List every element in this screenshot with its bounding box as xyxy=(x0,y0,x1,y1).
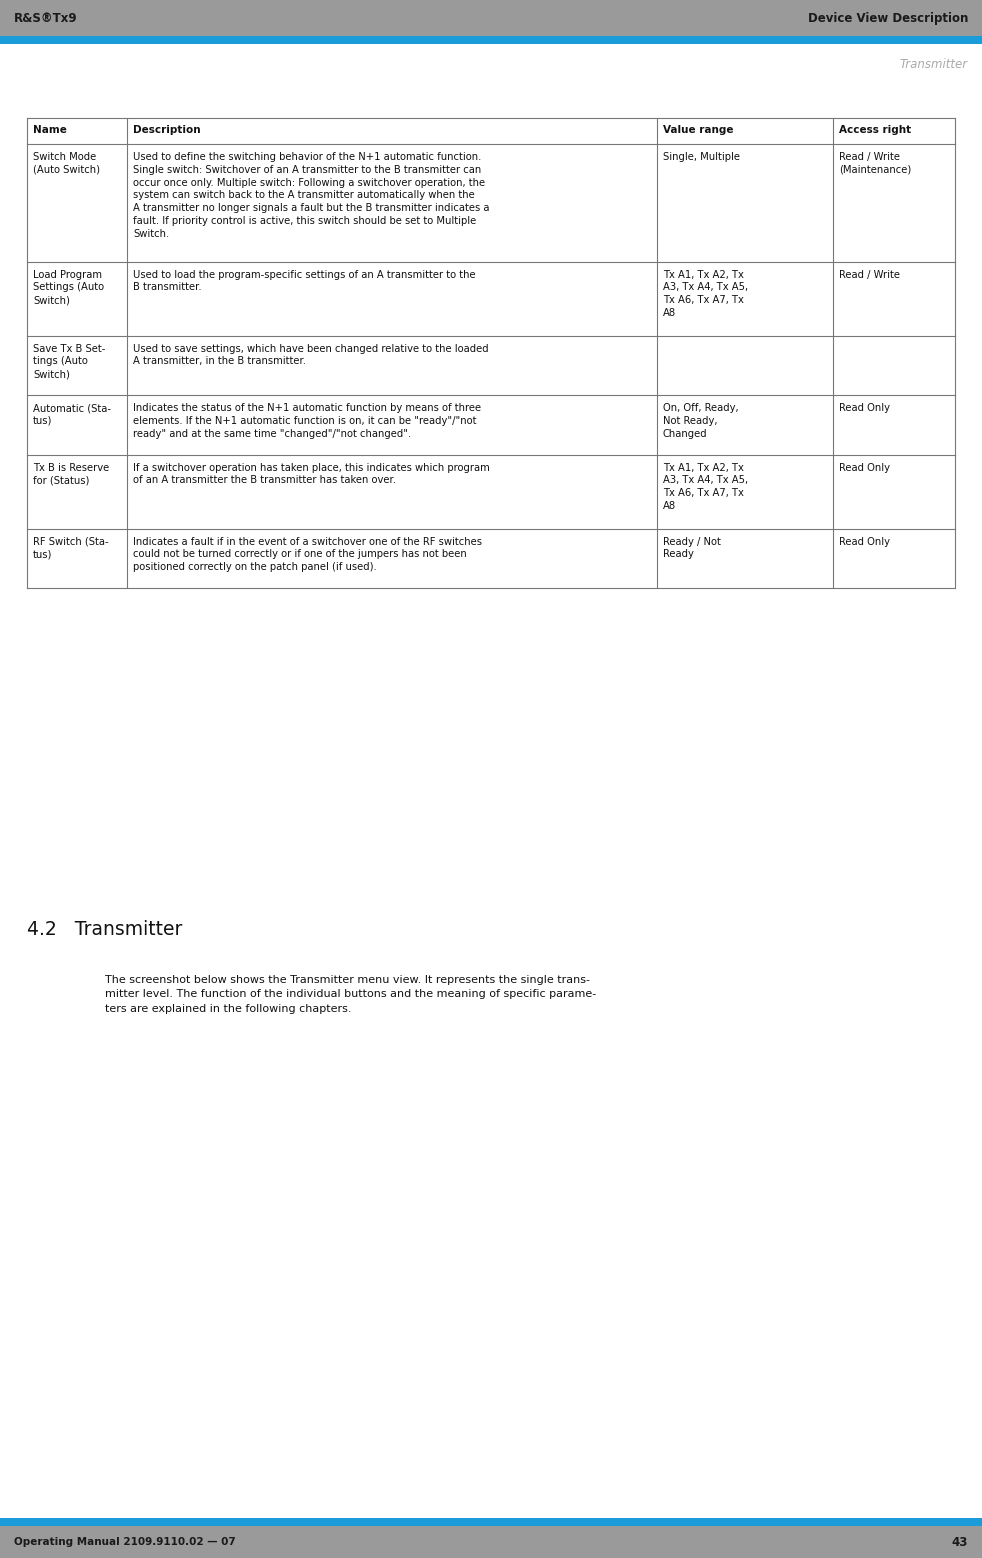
Text: Name: Name xyxy=(33,125,67,136)
Text: R&S®Tx9: R&S®Tx9 xyxy=(14,11,78,25)
Text: Read / Write: Read / Write xyxy=(839,270,900,279)
Text: Indicates the status of the N+1 automatic function by means of three
elements. I: Indicates the status of the N+1 automati… xyxy=(133,404,481,439)
Bar xyxy=(0,1525,982,1558)
Text: Tx B is Reserve
for (Status): Tx B is Reserve for (Status) xyxy=(33,463,109,485)
Text: Switch Mode
(Auto Switch): Switch Mode (Auto Switch) xyxy=(33,153,100,174)
Text: RF Switch (Sta-
tus): RF Switch (Sta- tus) xyxy=(33,536,109,559)
Text: If a switchover operation has taken place, this indicates which program
of an A : If a switchover operation has taken plac… xyxy=(133,463,490,485)
Text: Indicates a fault if in the event of a switchover one of the RF switches
could n: Indicates a fault if in the event of a s… xyxy=(133,536,482,572)
Text: Value range: Value range xyxy=(663,125,734,136)
Text: Used to save settings, which have been changed relative to the loaded
A transmit: Used to save settings, which have been c… xyxy=(133,343,489,366)
Text: Read Only: Read Only xyxy=(839,463,890,472)
Text: Access right: Access right xyxy=(839,125,911,136)
Text: Read / Write
(Maintenance): Read / Write (Maintenance) xyxy=(839,153,911,174)
Text: Used to load the program‑specific settings of an A transmitter to the
B transmit: Used to load the program‑specific settin… xyxy=(133,270,475,293)
Text: Used to define the switching behavior of the N+1 automatic function.
Single swit: Used to define the switching behavior of… xyxy=(133,153,489,238)
Text: Transmitter: Transmitter xyxy=(900,58,968,72)
Text: Tx A1, Tx A2, Tx
A3, Tx A4, Tx A5,
Tx A6, Tx A7, Tx
A8: Tx A1, Tx A2, Tx A3, Tx A4, Tx A5, Tx A6… xyxy=(663,270,748,318)
Text: Single, Multiple: Single, Multiple xyxy=(663,153,740,162)
Text: The screenshot below shows the Transmitter menu view. It represents the single t: The screenshot below shows the Transmitt… xyxy=(105,975,596,1014)
Bar xyxy=(0,36,982,44)
Text: Read Only: Read Only xyxy=(839,536,890,547)
Text: Ready / Not
Ready: Ready / Not Ready xyxy=(663,536,721,559)
Text: Description: Description xyxy=(133,125,200,136)
Text: On, Off, Ready,
Not Ready,
Changed: On, Off, Ready, Not Ready, Changed xyxy=(663,404,738,439)
Text: Save Tx B Set-
tings (Auto
Switch): Save Tx B Set- tings (Auto Switch) xyxy=(33,343,105,379)
Text: Read Only: Read Only xyxy=(839,404,890,413)
Text: Load Program
Settings (Auto
Switch): Load Program Settings (Auto Switch) xyxy=(33,270,104,305)
Text: Automatic (Sta-
tus): Automatic (Sta- tus) xyxy=(33,404,111,425)
Text: 4.2   Transmitter: 4.2 Transmitter xyxy=(27,921,183,939)
Bar xyxy=(0,1517,982,1525)
Bar xyxy=(0,0,982,36)
Text: Tx A1, Tx A2, Tx
A3, Tx A4, Tx A5,
Tx A6, Tx A7, Tx
A8: Tx A1, Tx A2, Tx A3, Tx A4, Tx A5, Tx A6… xyxy=(663,463,748,511)
Text: Operating Manual 2109.9110.02 — 07: Operating Manual 2109.9110.02 — 07 xyxy=(14,1538,236,1547)
Text: Device View Description: Device View Description xyxy=(807,11,968,25)
Text: 43: 43 xyxy=(952,1536,968,1549)
